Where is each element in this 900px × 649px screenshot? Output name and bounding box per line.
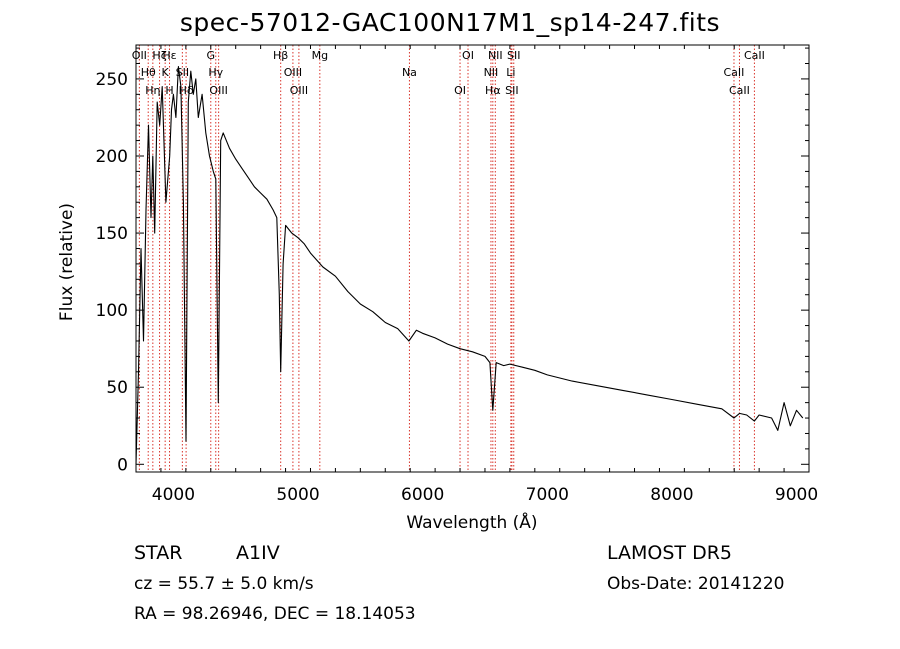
x-tick-label: 4000 — [152, 485, 195, 505]
x-tick-label: 5000 — [276, 485, 319, 505]
survey-name: LAMOST DR5 — [607, 542, 732, 564]
line-label-6-0: SII — [176, 66, 189, 79]
line-label-26-0: CaII — [744, 49, 765, 62]
line-label-8-0: G — [207, 49, 216, 62]
line-label-25-0: CaII — [729, 84, 750, 97]
spectrum-line — [135, 66, 804, 465]
y-tick-label: 0 — [117, 455, 128, 475]
line-label-10-0: OIII — [209, 84, 227, 97]
line-label-1-0: Hθ — [141, 66, 156, 79]
chart-title: spec-57012-GAC100N17M1_sp14-247.fits — [179, 8, 721, 37]
redshift-velocity: cz = 55.7 ± 5.0 km/s — [134, 574, 314, 594]
line-label-3-0: Hζ — [152, 49, 166, 62]
spectral-line-labels: OIIHθHηHζKHHεSIIHδGHγOIIIHβOIIIOIIIMgNaO… — [132, 49, 765, 97]
x-axis-ticks: 4000 5000 6000 7000 8000 9000 — [135, 45, 818, 505]
line-label-14-0: Mg — [312, 49, 328, 62]
line-label-12-0: OIII — [284, 66, 302, 79]
line-label-5-0: H — [165, 84, 173, 97]
line-label-15-0: Na — [402, 66, 417, 79]
y-tick-label: 50 — [106, 378, 128, 398]
x-axis-label: Wavelength (Å) — [406, 511, 537, 533]
spectrum-series — [135, 66, 804, 465]
x-tick-label: 9000 — [775, 485, 818, 505]
line-label-24-0: CaII — [724, 66, 745, 79]
y-tick-label: 150 — [96, 224, 128, 244]
x-tick-label: 6000 — [401, 485, 444, 505]
line-label-17-0: OI — [462, 49, 474, 62]
x-tick-label: 7000 — [526, 485, 569, 505]
line-label-22-0: SII — [505, 84, 518, 97]
object-class: STAR — [134, 542, 183, 564]
spectral-line-markers — [138, 45, 755, 472]
line-label-19-0: Hα — [485, 84, 501, 97]
line-label-13-0: OIII — [290, 84, 308, 97]
line-label-0-0: OII — [132, 49, 147, 62]
line-label-5-1: Hε — [162, 49, 176, 62]
line-label-16-0: OI — [454, 84, 466, 97]
line-label-18-0: NII — [484, 66, 499, 79]
y-axis-label: Flux (relative) — [57, 203, 77, 321]
y-axis-ticks: 0 50 100 150 200 250 — [96, 47, 809, 475]
x-tick-label: 8000 — [650, 485, 693, 505]
line-label-23-0: SII — [507, 49, 520, 62]
line-label-20-0: NII — [488, 49, 503, 62]
line-label-4-0: K — [162, 66, 170, 79]
y-tick-label: 100 — [96, 301, 128, 321]
observation-date: Obs-Date: 20141220 — [607, 574, 785, 594]
coordinates: RA = 98.26946, DEC = 18.14053 — [134, 604, 416, 624]
object-subclass: A1IV — [236, 542, 280, 564]
plot-frame — [135, 44, 810, 473]
line-label-2-0: Hη — [145, 84, 160, 97]
line-label-9-0: Hγ — [208, 66, 223, 79]
line-label-7-0: Hδ — [179, 84, 194, 97]
y-tick-label: 200 — [96, 147, 128, 167]
y-tick-label: 250 — [96, 70, 128, 90]
line-label-21-0: Li — [506, 66, 515, 79]
line-label-11-0: Hβ — [273, 49, 288, 62]
